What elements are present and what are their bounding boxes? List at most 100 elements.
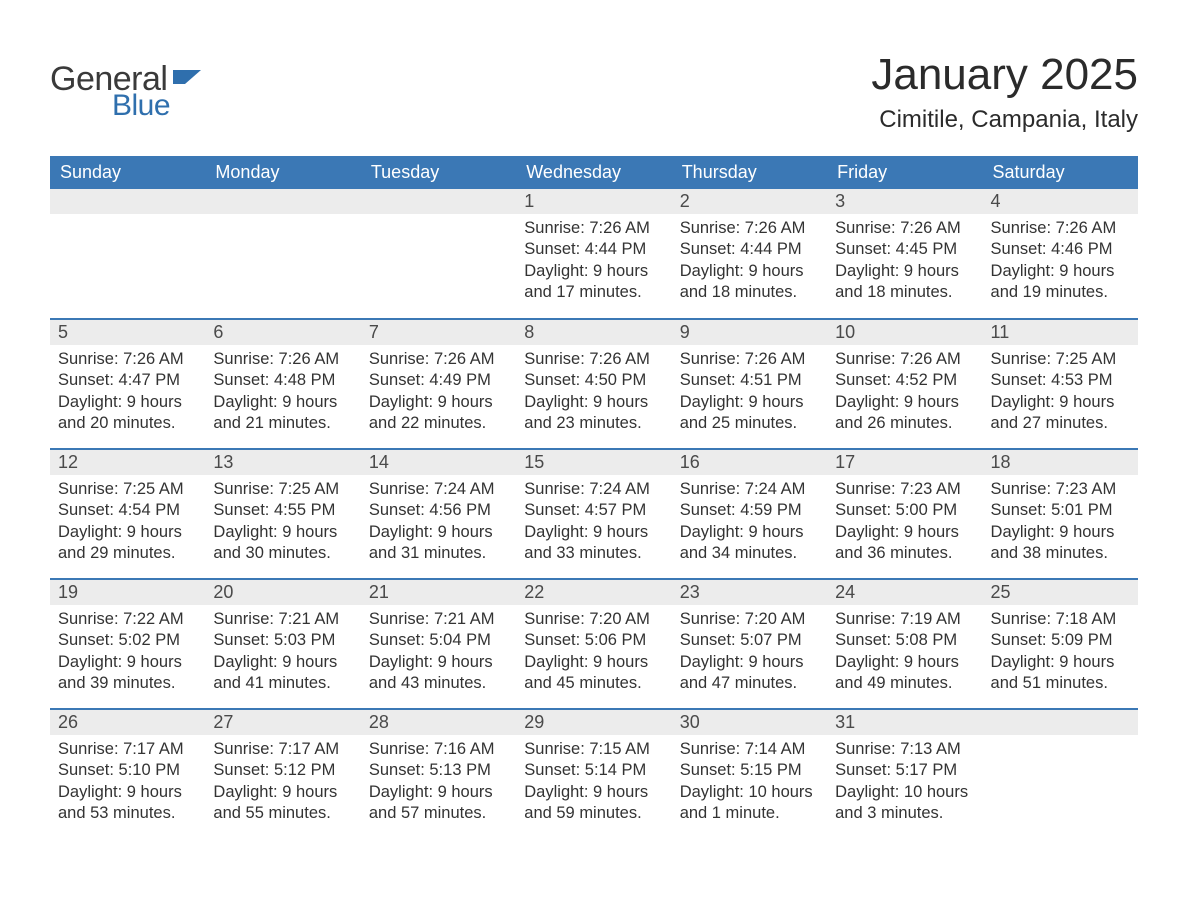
sunset-line: Sunset: 5:04 PM xyxy=(369,630,508,651)
day-number: 5 xyxy=(50,320,205,345)
day-number: 10 xyxy=(827,320,982,345)
day-number: 17 xyxy=(827,450,982,475)
day-number: 29 xyxy=(516,710,671,735)
sunset-line: Sunset: 4:49 PM xyxy=(369,370,508,391)
sunrise-line: Sunrise: 7:26 AM xyxy=(524,349,663,370)
daylight-line: Daylight: 10 hours and 3 minutes. xyxy=(835,782,974,825)
day-details: Sunrise: 7:19 AMSunset: 5:08 PMDaylight:… xyxy=(827,605,982,703)
daylight-line: Daylight: 9 hours and 21 minutes. xyxy=(213,392,352,435)
day-number: 18 xyxy=(983,450,1138,475)
sunset-line: Sunset: 4:47 PM xyxy=(58,370,197,391)
day-cell xyxy=(983,709,1138,839)
day-cell: 13Sunrise: 7:25 AMSunset: 4:55 PMDayligh… xyxy=(205,449,360,579)
day-header: Tuesday xyxy=(361,156,516,189)
sunrise-line: Sunrise: 7:26 AM xyxy=(680,218,819,239)
day-details: Sunrise: 7:26 AMSunset: 4:49 PMDaylight:… xyxy=(361,345,516,443)
sunrise-line: Sunrise: 7:26 AM xyxy=(991,218,1130,239)
day-details: Sunrise: 7:24 AMSunset: 4:56 PMDaylight:… xyxy=(361,475,516,573)
day-details: Sunrise: 7:26 AMSunset: 4:44 PMDaylight:… xyxy=(516,214,671,312)
day-details: Sunrise: 7:26 AMSunset: 4:45 PMDaylight:… xyxy=(827,214,982,312)
day-cell: 18Sunrise: 7:23 AMSunset: 5:01 PMDayligh… xyxy=(983,449,1138,579)
sunset-line: Sunset: 5:00 PM xyxy=(835,500,974,521)
daylight-line: Daylight: 9 hours and 31 minutes. xyxy=(369,522,508,565)
day-cell: 17Sunrise: 7:23 AMSunset: 5:00 PMDayligh… xyxy=(827,449,982,579)
location-subtitle: Cimitile, Campania, Italy xyxy=(871,106,1138,134)
sunset-line: Sunset: 5:07 PM xyxy=(680,630,819,651)
sunrise-line: Sunrise: 7:24 AM xyxy=(680,479,819,500)
daylight-line: Daylight: 9 hours and 55 minutes. xyxy=(213,782,352,825)
day-details: Sunrise: 7:17 AMSunset: 5:10 PMDaylight:… xyxy=(50,735,205,833)
daylight-line: Daylight: 9 hours and 45 minutes. xyxy=(524,652,663,695)
day-details: Sunrise: 7:25 AMSunset: 4:54 PMDaylight:… xyxy=(50,475,205,573)
day-header: Saturday xyxy=(983,156,1138,189)
sunset-line: Sunset: 4:52 PM xyxy=(835,370,974,391)
day-cell: 10 Sunrise: 7:26 AMSunset: 4:52 PMDayligh… xyxy=(827,319,982,449)
day-details: Sunrise: 7:14 AMSunset: 5:15 PMDaylight:… xyxy=(672,735,827,833)
day-cell: 12Sunrise: 7:25 AMSunset: 4:54 PMDayligh… xyxy=(50,449,205,579)
day-number: 16 xyxy=(672,450,827,475)
sunrise-line: Sunrise: 7:24 AM xyxy=(524,479,663,500)
sunset-line: Sunset: 4:45 PM xyxy=(835,239,974,260)
daylight-line: Daylight: 9 hours and 18 minutes. xyxy=(835,261,974,304)
sunset-line: Sunset: 5:01 PM xyxy=(991,500,1130,521)
sunset-line: Sunset: 5:14 PM xyxy=(524,760,663,781)
sunset-line: Sunset: 4:57 PM xyxy=(524,500,663,521)
sunrise-line: Sunrise: 7:26 AM xyxy=(835,349,974,370)
sunrise-line: Sunrise: 7:20 AM xyxy=(524,609,663,630)
day-number: 11 xyxy=(983,320,1138,345)
sunrise-line: Sunrise: 7:26 AM xyxy=(835,218,974,239)
sunset-line: Sunset: 4:46 PM xyxy=(991,239,1130,260)
daylight-line: Daylight: 9 hours and 33 minutes. xyxy=(524,522,663,565)
day-number: 9 xyxy=(672,320,827,345)
daylight-line: Daylight: 9 hours and 20 minutes. xyxy=(58,392,197,435)
month-title: January 2025 xyxy=(871,50,1138,100)
day-cell: 14Sunrise: 7:24 AMSunset: 4:56 PMDayligh… xyxy=(361,449,516,579)
day-cell: 19Sunrise: 7:22 AMSunset: 5:02 PMDayligh… xyxy=(50,579,205,709)
day-details: Sunrise: 7:24 AMSunset: 4:57 PMDaylight:… xyxy=(516,475,671,573)
day-cell xyxy=(205,189,360,319)
day-number: 24 xyxy=(827,580,982,605)
day-cell: 29Sunrise: 7:15 AMSunset: 5:14 PMDayligh… xyxy=(516,709,671,839)
day-cell: 22Sunrise: 7:20 AMSunset: 5:06 PMDayligh… xyxy=(516,579,671,709)
day-details: Sunrise: 7:13 AMSunset: 5:17 PMDaylight:… xyxy=(827,735,982,833)
day-number-empty xyxy=(983,710,1138,735)
day-details: Sunrise: 7:25 AMSunset: 4:55 PMDaylight:… xyxy=(205,475,360,573)
day-number: 4 xyxy=(983,189,1138,214)
day-details: Sunrise: 7:26 AMSunset: 4:50 PMDaylight:… xyxy=(516,345,671,443)
day-number: 28 xyxy=(361,710,516,735)
day-details: Sunrise: 7:20 AMSunset: 5:07 PMDaylight:… xyxy=(672,605,827,703)
sunrise-line: Sunrise: 7:17 AM xyxy=(213,739,352,760)
daylight-line: Daylight: 9 hours and 19 minutes. xyxy=(991,261,1130,304)
day-cell: 20Sunrise: 7:21 AMSunset: 5:03 PMDayligh… xyxy=(205,579,360,709)
day-number: 31 xyxy=(827,710,982,735)
sunset-line: Sunset: 4:55 PM xyxy=(213,500,352,521)
day-cell: 8Sunrise: 7:26 AMSunset: 4:50 PMDaylight… xyxy=(516,319,671,449)
sunrise-line: Sunrise: 7:22 AM xyxy=(58,609,197,630)
daylight-line: Daylight: 9 hours and 47 minutes. xyxy=(680,652,819,695)
day-header: Thursday xyxy=(672,156,827,189)
week-row: 26Sunrise: 7:17 AMSunset: 5:10 PMDayligh… xyxy=(50,709,1138,839)
day-number-empty xyxy=(205,189,360,214)
day-number: 25 xyxy=(983,580,1138,605)
week-row: 19Sunrise: 7:22 AMSunset: 5:02 PMDayligh… xyxy=(50,579,1138,709)
day-cell: 28Sunrise: 7:16 AMSunset: 5:13 PMDayligh… xyxy=(361,709,516,839)
day-cell: 26Sunrise: 7:17 AMSunset: 5:10 PMDayligh… xyxy=(50,709,205,839)
daylight-line: Daylight: 9 hours and 43 minutes. xyxy=(369,652,508,695)
sunrise-line: Sunrise: 7:25 AM xyxy=(213,479,352,500)
day-details: Sunrise: 7:20 AMSunset: 5:06 PMDaylight:… xyxy=(516,605,671,703)
sunset-line: Sunset: 5:03 PM xyxy=(213,630,352,651)
sunset-line: Sunset: 4:51 PM xyxy=(680,370,819,391)
sunrise-line: Sunrise: 7:14 AM xyxy=(680,739,819,760)
day-details: Sunrise: 7:17 AMSunset: 5:12 PMDaylight:… xyxy=(205,735,360,833)
day-cell: 15Sunrise: 7:24 AMSunset: 4:57 PMDayligh… xyxy=(516,449,671,579)
day-details: Sunrise: 7:24 AMSunset: 4:59 PMDaylight:… xyxy=(672,475,827,573)
page-header: General Blue January 2025 Cimitile, Camp… xyxy=(50,40,1138,138)
logo-flag-icon xyxy=(171,66,205,95)
day-details: Sunrise: 7:23 AMSunset: 5:01 PMDaylight:… xyxy=(983,475,1138,573)
daylight-line: Daylight: 9 hours and 26 minutes. xyxy=(835,392,974,435)
daylight-line: Daylight: 9 hours and 29 minutes. xyxy=(58,522,197,565)
day-cell: 31Sunrise: 7:13 AMSunset: 5:17 PMDayligh… xyxy=(827,709,982,839)
sunset-line: Sunset: 5:08 PM xyxy=(835,630,974,651)
sunset-line: Sunset: 4:50 PM xyxy=(524,370,663,391)
daylight-line: Daylight: 9 hours and 30 minutes. xyxy=(213,522,352,565)
